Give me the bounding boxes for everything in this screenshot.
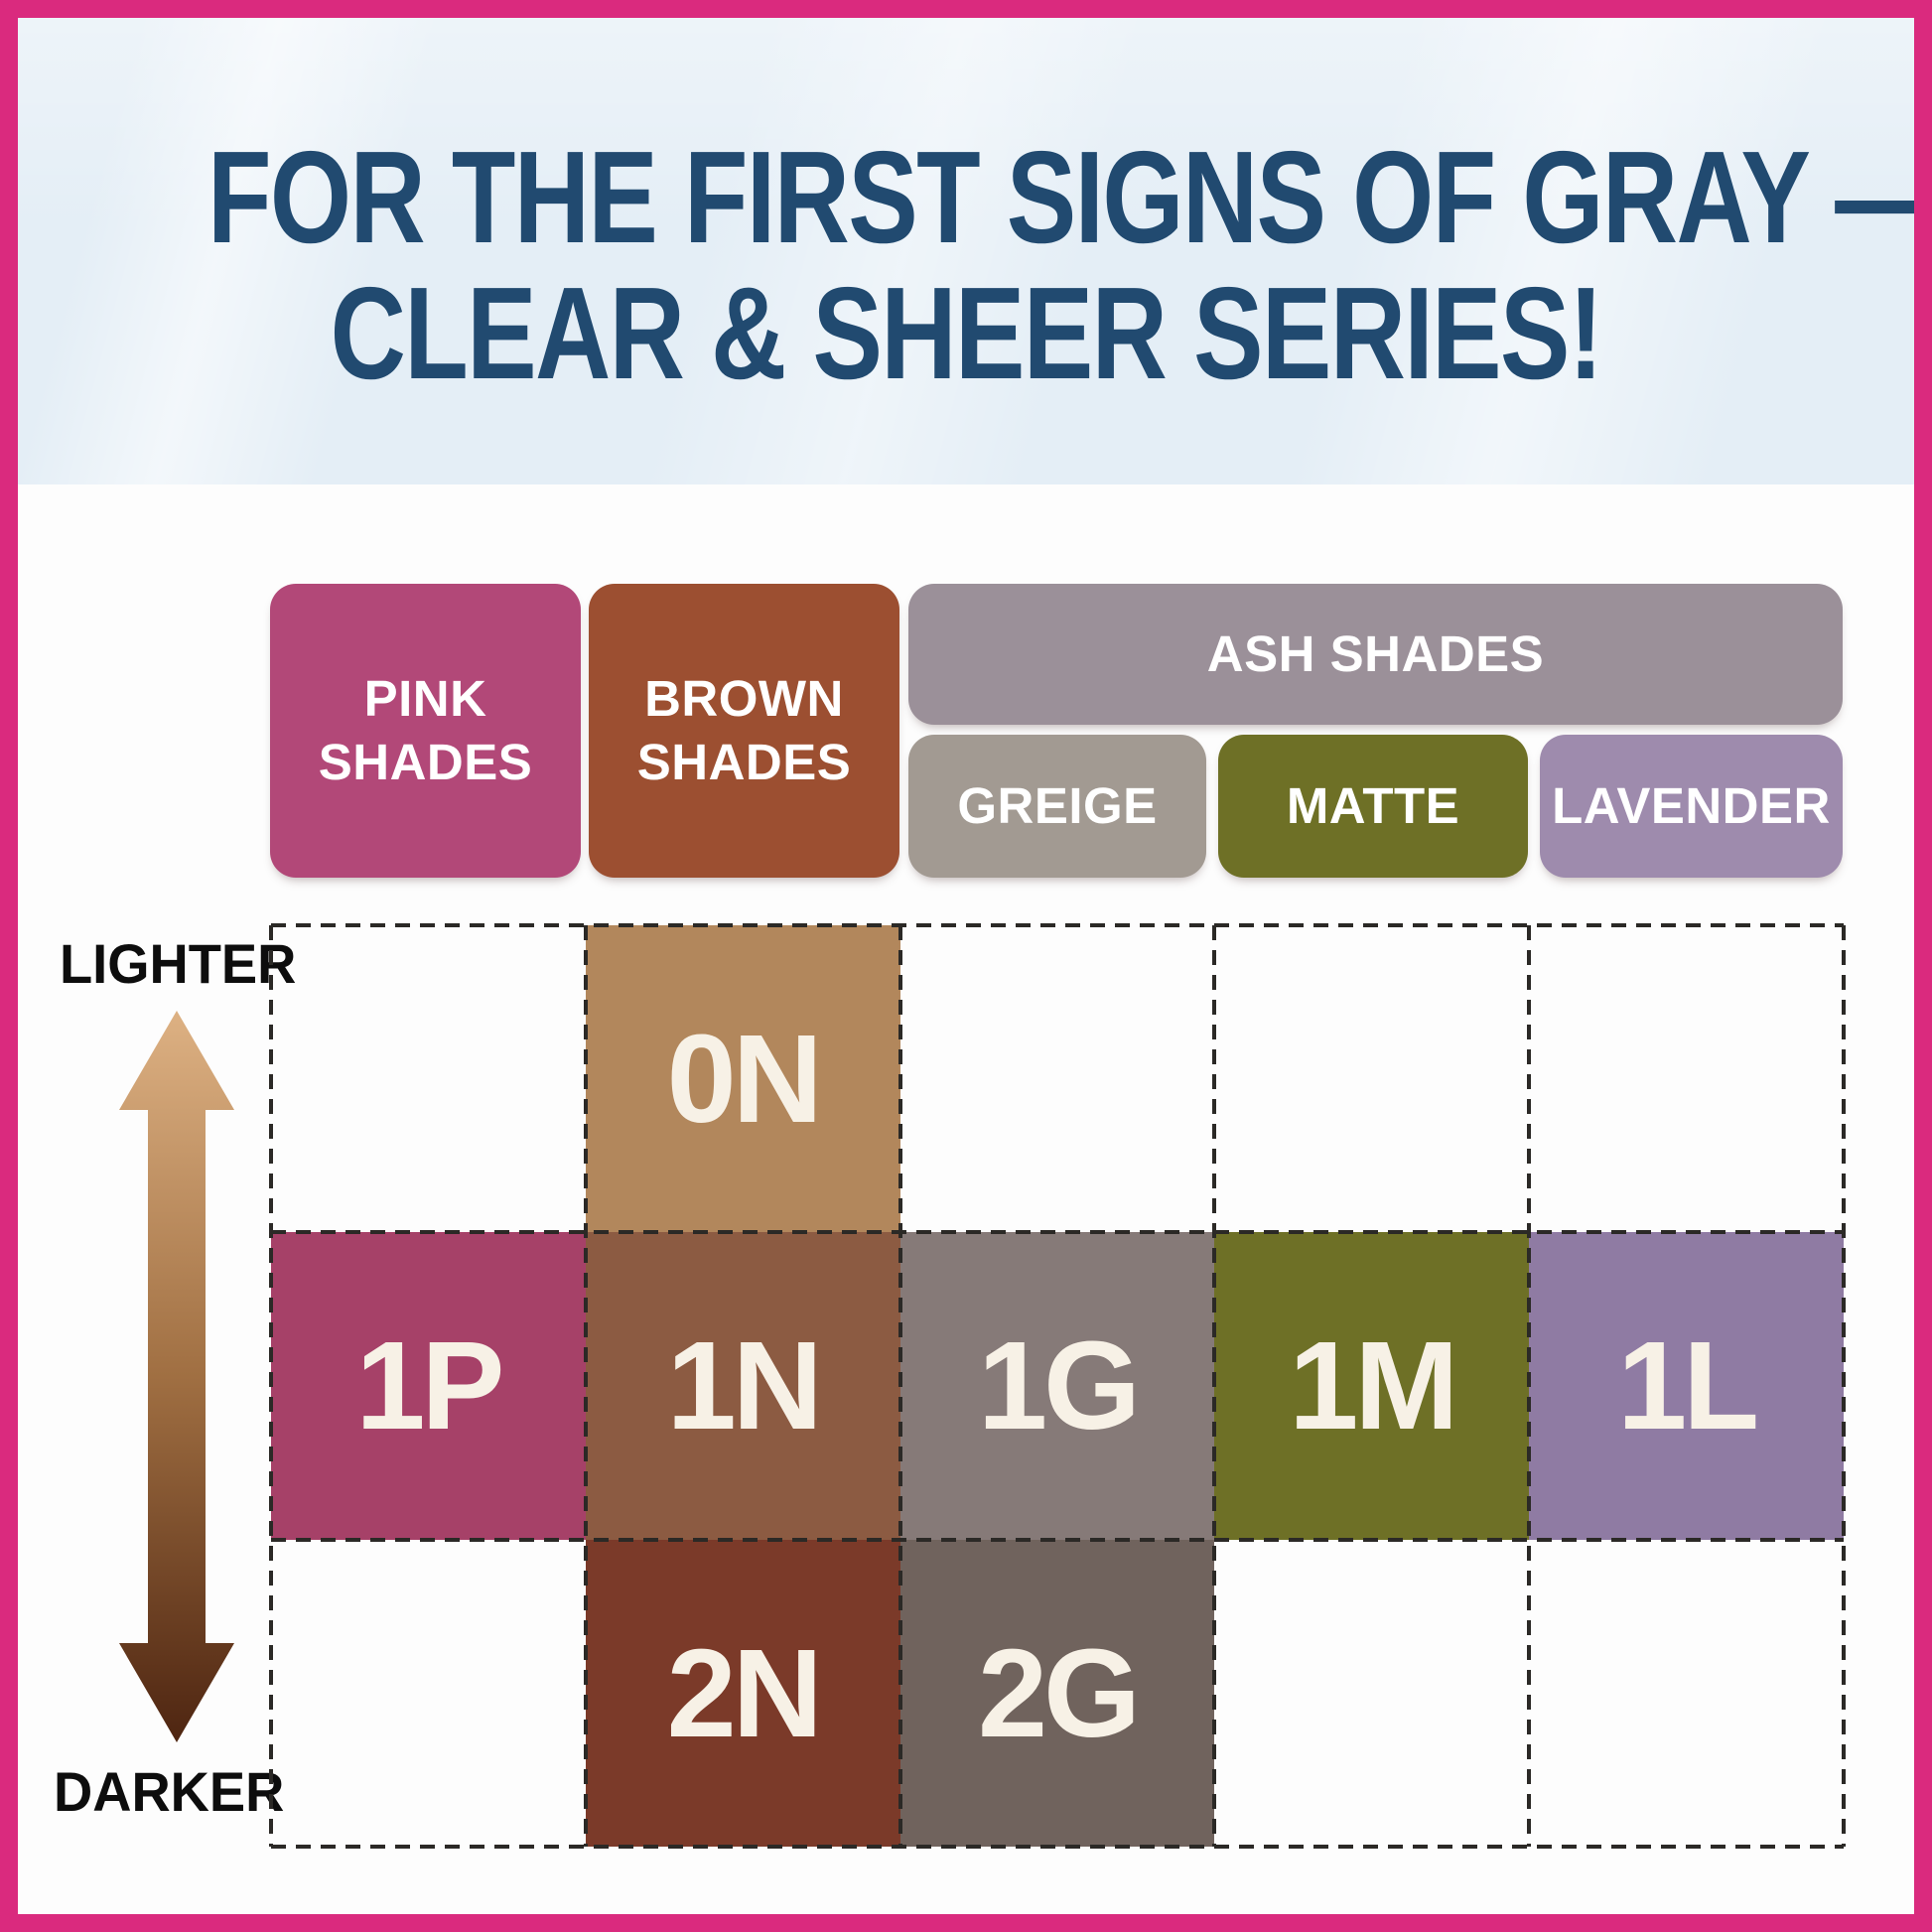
category-label: LAVENDER (1552, 777, 1831, 835)
subcategory-lavender: LAVENDER (1540, 735, 1843, 878)
category-pink-shades: PINK SHADES (270, 584, 581, 878)
cell-2n: 2N (585, 1539, 900, 1847)
category-label: SHADES (318, 734, 533, 790)
cell-1g: 1G (899, 1232, 1215, 1540)
cell-1m: 1M (1214, 1232, 1530, 1540)
subcategory-greige: GREIGE (908, 735, 1206, 878)
cell-0n: 0N (585, 925, 900, 1233)
cell-empty (1214, 925, 1529, 1232)
category-label: GREIGE (957, 777, 1158, 835)
category-label: PINK (363, 670, 487, 728)
cell-2g: 2G (899, 1539, 1215, 1847)
title-line-2: CLEAR & SHEER SERIES! (330, 260, 1603, 407)
shade-grid: 0N 1P 1N 1G 1M 1L 2N 2G (269, 923, 1846, 1849)
category-label: BROWN (644, 670, 844, 728)
page-title: FOR THE FIRST SIGNS OF GRAY — CLEAR & SH… (18, 18, 1932, 407)
cell-1l: 1L (1529, 1232, 1844, 1540)
axis-label-darker: DARKER (54, 1760, 285, 1823)
cell-1p: 1P (271, 1232, 586, 1540)
lightness-arrow-icon (119, 1011, 234, 1742)
cell-1n: 1N (585, 1232, 900, 1540)
subcategory-matte: MATTE (1218, 735, 1528, 878)
cell-empty (271, 1540, 586, 1847)
category-brown-shades: BROWN SHADES (589, 584, 899, 878)
axis-label-lighter: LIGHTER (60, 932, 297, 995)
category-label: ASH SHADES (1206, 625, 1545, 683)
cell-empty (1529, 1540, 1844, 1847)
cell-empty (271, 925, 586, 1232)
title-band: FOR THE FIRST SIGNS OF GRAY — CLEAR & SH… (18, 18, 1932, 484)
category-ash-shades: ASH SHADES (908, 584, 1843, 725)
cell-empty (1529, 925, 1844, 1232)
category-label: MATTE (1286, 777, 1460, 835)
cell-empty (900, 925, 1215, 1232)
title-line-1: FOR THE FIRST SIGNS OF GRAY — (207, 124, 1932, 270)
category-label: SHADES (636, 734, 852, 790)
cell-empty (1214, 1540, 1529, 1847)
